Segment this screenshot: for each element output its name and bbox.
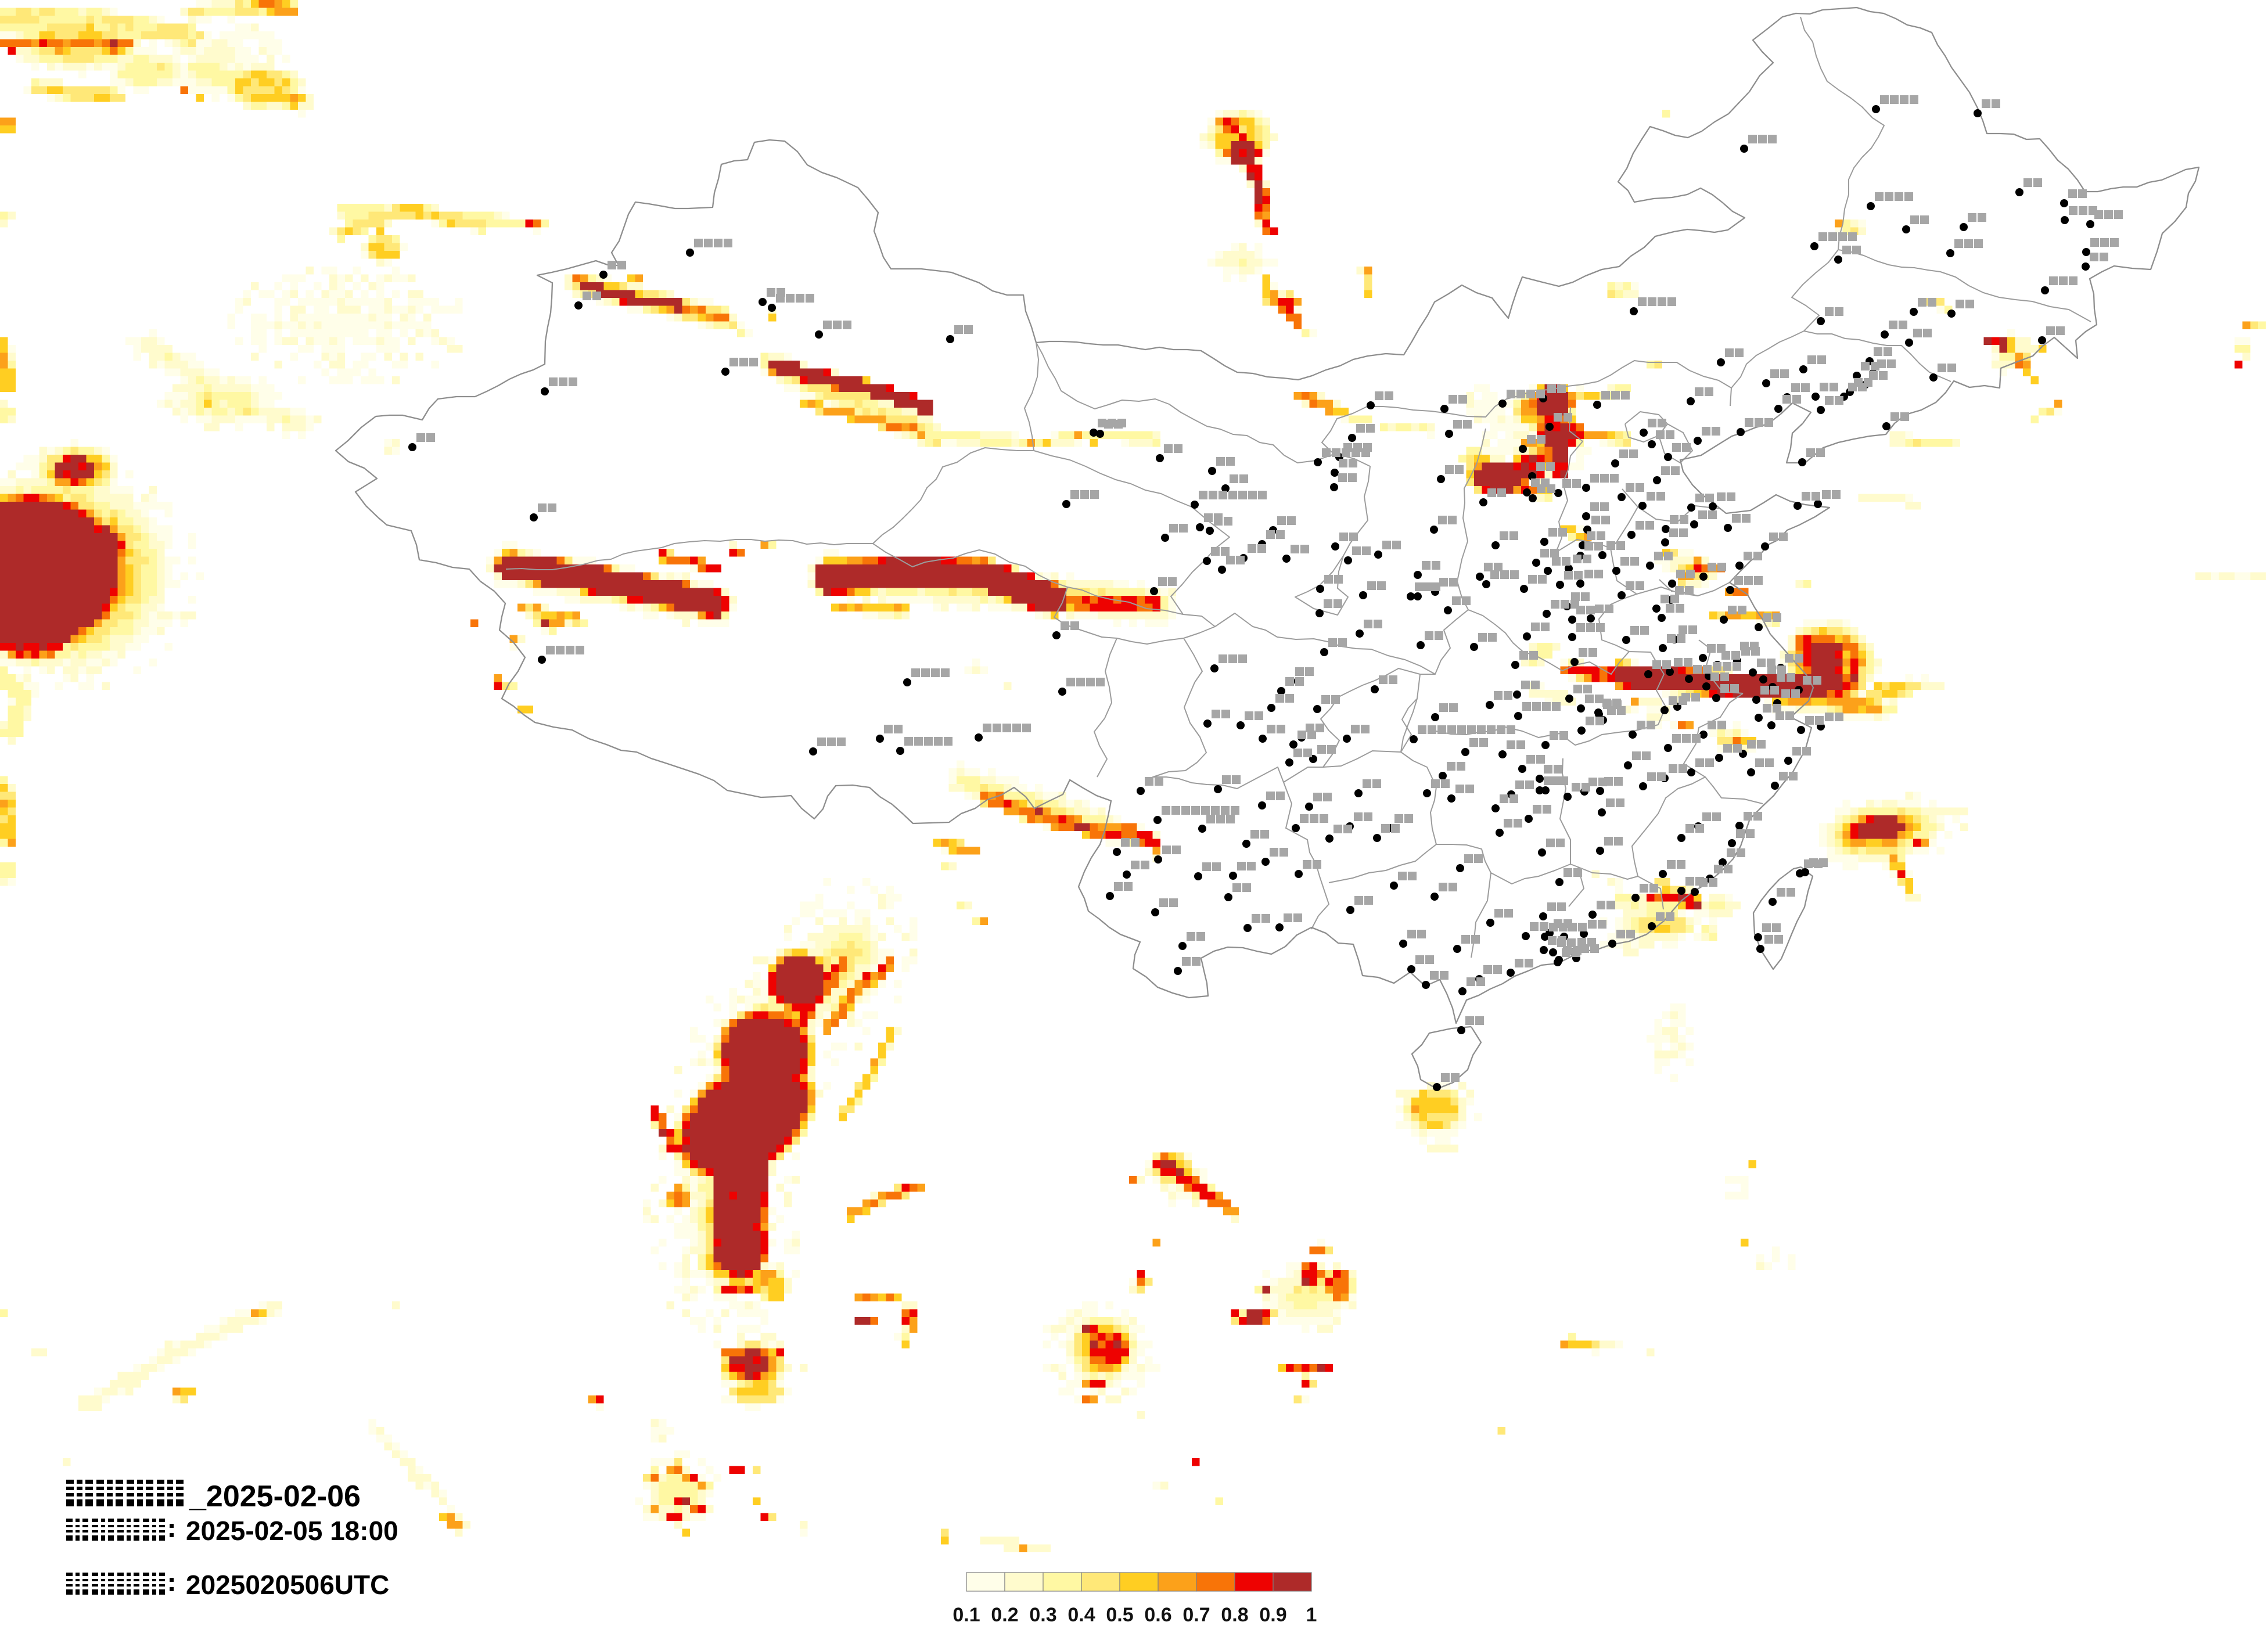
svg-text:0.8: 0.8 — [1221, 1604, 1248, 1626]
svg-text:0.5: 0.5 — [1106, 1604, 1133, 1626]
svg-text:0.1: 0.1 — [953, 1604, 980, 1626]
svg-text:_2025-02-06: _2025-02-06 — [189, 1480, 361, 1513]
svg-text:0.4: 0.4 — [1067, 1604, 1095, 1626]
svg-text:2025020506UTC: 2025020506UTC — [186, 1570, 389, 1600]
svg-text:0.9: 0.9 — [1259, 1604, 1286, 1626]
svg-text:0.7: 0.7 — [1182, 1604, 1210, 1626]
svg-text:0.3: 0.3 — [1029, 1604, 1056, 1626]
svg-text:2025-02-05 18:00: 2025-02-05 18:00 — [186, 1516, 398, 1546]
svg-text:0.6: 0.6 — [1144, 1604, 1171, 1626]
svg-text:1: 1 — [1306, 1604, 1317, 1626]
svg-text:0.2: 0.2 — [991, 1604, 1018, 1626]
